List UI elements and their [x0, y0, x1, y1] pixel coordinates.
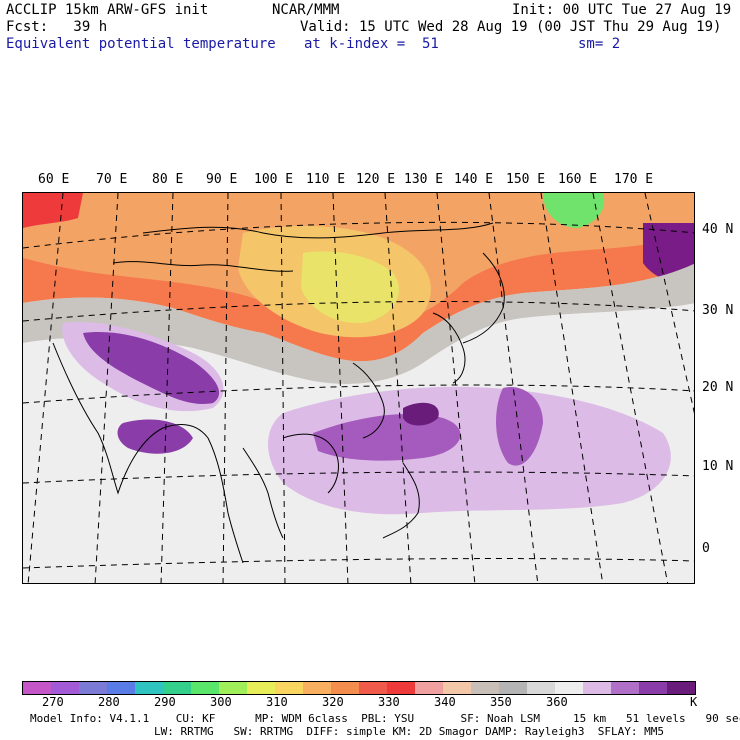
- warm-core-yellow: [301, 251, 399, 324]
- lon-label: 100 E: [254, 172, 294, 187]
- run-title: ACCLIP 15km ARW-GFS init: [6, 2, 209, 18]
- colorbar-tick: 280: [98, 695, 120, 709]
- lat-label: 30 N: [702, 303, 734, 318]
- colorbar-swatch: [163, 682, 191, 694]
- lon-label: 90 E: [206, 172, 238, 187]
- institution: NCAR/MMM: [272, 2, 340, 18]
- colorbar-swatch: [499, 682, 527, 694]
- field-level: at k-index = 51: [304, 36, 439, 52]
- lon-label: 130 E: [404, 172, 444, 187]
- colorbar-swatch: [583, 682, 611, 694]
- colorbar-swatch: [191, 682, 219, 694]
- colorbar: [22, 681, 696, 695]
- colorbar-tick: 310: [266, 695, 288, 709]
- gray-belt: [23, 263, 694, 384]
- lon-label: 140 E: [454, 172, 494, 187]
- valid-time: Valid: 15 UTC Wed 28 Aug 19 (00 JST Thu …: [300, 19, 722, 35]
- lon-label: 60 E: [38, 172, 70, 187]
- colorbar-swatch: [471, 682, 499, 694]
- red-patch-west: [23, 193, 83, 228]
- colorbar-tick: 330: [378, 695, 400, 709]
- lon-label: 170 E: [614, 172, 654, 187]
- lat-label: 10 N: [702, 459, 734, 474]
- colorbar-swatch: [275, 682, 303, 694]
- lat-label: 20 N: [702, 380, 734, 395]
- monsoon-core-india: [83, 332, 220, 404]
- bay-of-bengal-core: [117, 419, 193, 454]
- colorbar-tick: 320: [322, 695, 344, 709]
- colorbar-swatch: [359, 682, 387, 694]
- field-name: Equivalent potential temperature: [6, 36, 276, 52]
- lon-label: 80 E: [152, 172, 184, 187]
- graticule: [23, 193, 694, 583]
- lon-label: 160 E: [558, 172, 598, 187]
- colorbar-swatch: [639, 682, 667, 694]
- scs-deep-core: [403, 402, 439, 426]
- lon-label: 70 E: [96, 172, 128, 187]
- model-info-line1: Model Info: V4.1.1 CU: KF MP: WDM 6class…: [30, 712, 740, 725]
- colorbar-tick: 360: [546, 695, 568, 709]
- theta-e-map: [22, 192, 695, 584]
- lat-label: 0: [702, 541, 710, 556]
- colorbar-swatch: [107, 682, 135, 694]
- smoothing: sm= 2: [578, 36, 621, 52]
- purple-patch-east: [643, 223, 694, 285]
- colorbar-swatch: [667, 682, 695, 694]
- colorbar-tick: 270: [42, 695, 64, 709]
- lon-label: 150 E: [506, 172, 546, 187]
- colorbar-swatch: [443, 682, 471, 694]
- colorbar-swatch: [527, 682, 555, 694]
- colorbar-swatch: [135, 682, 163, 694]
- colorbar-tick: 350: [490, 695, 512, 709]
- colorbar-swatch: [51, 682, 79, 694]
- colorbar-swatch: [415, 682, 443, 694]
- coastlines: [52, 222, 505, 564]
- scs-core: [313, 413, 461, 461]
- lat-label: 40 N: [702, 222, 734, 237]
- cool-patch-green: [543, 193, 605, 228]
- forecast-hour: Fcst: 39 h: [6, 19, 108, 35]
- colorbar-swatch: [303, 682, 331, 694]
- colorbar-swatch: [387, 682, 415, 694]
- colorbar-swatch: [23, 682, 51, 694]
- colorbar-swatch: [555, 682, 583, 694]
- colorbar-swatch: [247, 682, 275, 694]
- colorbar-swatch: [219, 682, 247, 694]
- colorbar-swatch: [331, 682, 359, 694]
- pacific-core: [496, 387, 543, 466]
- colorbar-swatch: [79, 682, 107, 694]
- lon-label: 110 E: [306, 172, 346, 187]
- colorbar-tick: 340: [434, 695, 456, 709]
- colorbar-tick: 290: [154, 695, 176, 709]
- colorbar-swatch: [611, 682, 639, 694]
- colorbar-unit: K: [690, 695, 698, 709]
- colorbar-tick: 300: [210, 695, 232, 709]
- lon-label: 120 E: [356, 172, 396, 187]
- model-info-line2: LW: RRTMG SW: RRTMG DIFF: simple KM: 2D …: [154, 725, 664, 738]
- init-time: Init: 00 UTC Tue 27 Aug 19: [512, 2, 732, 18]
